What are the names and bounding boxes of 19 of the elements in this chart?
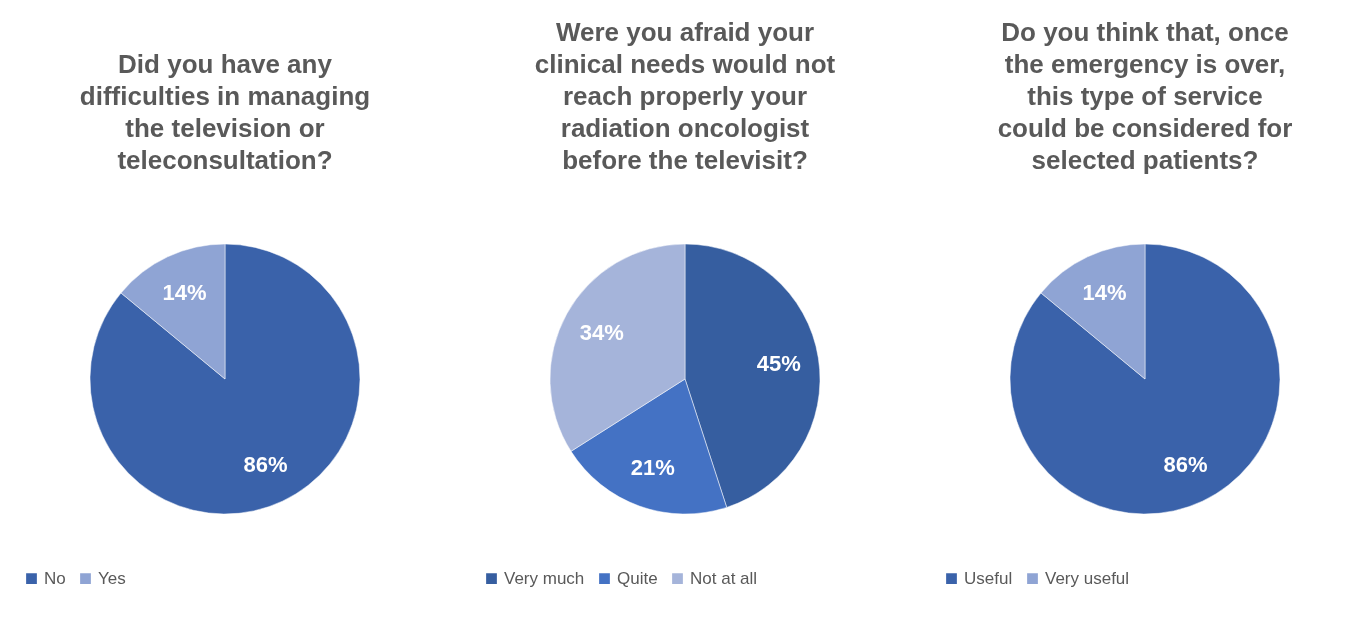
data-label: 21%: [630, 455, 675, 481]
pie-slice: [89, 243, 361, 515]
chart-title: Did you have any difficulties in managing the television or teleconsultation?: [79, 49, 371, 175]
legend-label: Very useful: [1045, 568, 1130, 588]
data-label: 14%: [1082, 280, 1127, 306]
legend-label: Very much: [504, 568, 585, 588]
data-label: 34%: [579, 320, 624, 346]
data-label: 86%: [1163, 451, 1208, 477]
legend-label: Useful: [964, 568, 1013, 588]
data-label: 45%: [756, 351, 801, 377]
pie-slice: [1009, 243, 1281, 515]
data-label: 86%: [243, 451, 288, 477]
chart-title: Do you think that, once the emergency is over, this type of service could be considered for selected patients?: [997, 17, 1293, 175]
legend-label: Not at all: [690, 568, 758, 588]
chart-title: Were you afraid your clinical needs would not reach properly your radiation oncologist before the televisit?: [534, 17, 836, 175]
legend-label: Quite: [617, 568, 658, 588]
legend-label: Yes: [98, 568, 126, 588]
data-label: 14%: [162, 280, 207, 306]
legend-label: No: [44, 568, 66, 588]
